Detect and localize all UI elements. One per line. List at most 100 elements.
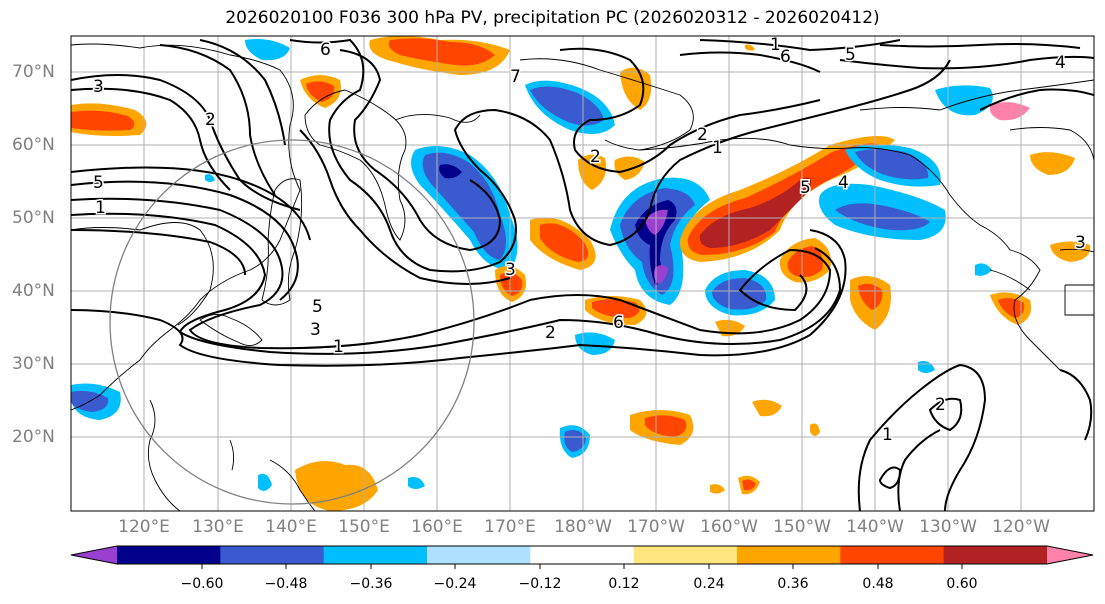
contour-label: 5 xyxy=(800,178,811,198)
lat-label: 50°N xyxy=(12,208,55,228)
graticule xyxy=(71,36,1094,511)
precip-patch xyxy=(712,278,767,310)
contour-label: 2 xyxy=(590,147,601,167)
contour-label: 5 xyxy=(312,297,323,317)
precip-patch xyxy=(592,299,640,318)
pv-contours xyxy=(71,38,1094,511)
lon-label: 130°W xyxy=(919,517,977,537)
contour-label: 4 xyxy=(838,173,849,193)
map-frame xyxy=(70,35,1095,512)
colorbar-swatch xyxy=(530,546,635,564)
colorbar-tick-label: 0.24 xyxy=(693,576,725,592)
precip-patch xyxy=(858,283,883,310)
contour-label: 4 xyxy=(1055,53,1066,73)
colorbar-ticks xyxy=(201,564,963,569)
precip-patch xyxy=(614,156,645,180)
contour-label: 3 xyxy=(505,260,516,280)
lon-label: 170°E xyxy=(484,517,536,537)
precip-patch xyxy=(745,44,755,51)
contour-label: 1 xyxy=(882,425,893,445)
lon-label: 150°E xyxy=(338,517,390,537)
colorbar-swatch xyxy=(840,546,945,564)
precip-patch xyxy=(295,461,378,511)
contour-label: 5 xyxy=(93,173,104,193)
precip-patch xyxy=(388,38,495,66)
lat-label: 30°N xyxy=(12,354,55,374)
contour-label: 2 xyxy=(697,125,708,145)
lat-label: 20°N xyxy=(12,427,55,447)
colorbar-tick-label: −0.12 xyxy=(518,576,562,592)
precip-patch xyxy=(564,430,586,452)
precip-patch xyxy=(258,473,272,491)
precip-patch xyxy=(935,85,993,116)
lon-label: 160°W xyxy=(700,517,758,537)
contour-label: 3 xyxy=(310,320,321,340)
precip-patch xyxy=(654,265,668,284)
colorbar-swatch xyxy=(323,546,428,564)
precip-patch xyxy=(439,164,462,179)
lon-label: 140°W xyxy=(846,517,904,537)
contour-label: 2 xyxy=(545,323,556,343)
coastlines xyxy=(71,43,1094,511)
colorbar-swatch xyxy=(943,546,1048,564)
contour-label: 5 xyxy=(845,45,856,65)
lon-label: 120°W xyxy=(992,517,1050,537)
contour-label: 6 xyxy=(613,313,624,333)
colorbar xyxy=(70,545,1094,569)
colorbar-swatch xyxy=(427,546,531,564)
lon-label: 140°E xyxy=(265,517,317,537)
contour-label: 6 xyxy=(780,47,791,67)
precip-patch xyxy=(855,149,929,180)
precip-patch xyxy=(1030,152,1075,175)
contour-label: 1 xyxy=(333,337,344,357)
colorbar-tick-label: 0.48 xyxy=(862,576,894,592)
lon-label: 180°W xyxy=(554,517,612,537)
colorbar-tick-label: −0.60 xyxy=(180,576,224,592)
colorbar-swatch xyxy=(71,546,117,564)
contour-label: 1 xyxy=(770,35,781,55)
map-title: 2026020100 F036 300 hPa PV, precipitatio… xyxy=(225,8,880,28)
precip-patch xyxy=(742,479,756,491)
lon-label: 150°W xyxy=(773,517,831,537)
precip-patch xyxy=(205,174,215,182)
lon-label: 170°W xyxy=(627,517,685,537)
precip-patch xyxy=(578,154,607,190)
precip-shading xyxy=(71,36,1091,511)
contour-label: 3 xyxy=(1075,233,1086,253)
colorbar-swatch xyxy=(737,546,841,564)
precip-patch xyxy=(810,423,820,436)
colorbar-tick-label: 0.12 xyxy=(608,576,640,592)
colorbar-swatch xyxy=(1047,546,1093,564)
lon-label: 120°E xyxy=(118,517,170,537)
colorbar-tick-label: 0.60 xyxy=(946,576,978,592)
precip-patch xyxy=(699,177,812,248)
precip-patch xyxy=(245,39,290,61)
precip-patch xyxy=(306,81,335,102)
precip-patch xyxy=(645,415,687,437)
precip-patch xyxy=(408,477,425,489)
precip-patch xyxy=(620,67,652,110)
precip-patch xyxy=(918,361,935,373)
lon-label: 130°E xyxy=(192,517,244,537)
contour-labels: 1 2 3 5 6 7 1 2 3 4 5 6 1 2 3 5 1 2 1 2 … xyxy=(92,35,1088,447)
reference-circle xyxy=(109,139,475,505)
colorbar-tick-label: 0.36 xyxy=(777,576,809,592)
lat-label: 70°N xyxy=(12,62,55,82)
precip-patch xyxy=(575,332,615,355)
precip-patch xyxy=(71,110,135,131)
precip-patch xyxy=(540,223,589,262)
contour-label: 2 xyxy=(205,110,216,130)
colorbar-swatches xyxy=(70,545,1094,565)
colorbar-swatch xyxy=(633,546,738,564)
precip-patch xyxy=(835,203,930,231)
lat-label: 40°N xyxy=(12,281,55,301)
lon-label: 160°E xyxy=(411,517,463,537)
colorbar-tick-label: −0.24 xyxy=(433,576,477,592)
precip-patch xyxy=(975,263,992,276)
colorbar-tick-label: −0.48 xyxy=(264,576,308,592)
colorbar-swatch xyxy=(220,546,325,564)
precip-patch xyxy=(752,399,782,417)
contour-label: 6 xyxy=(320,40,331,60)
precip-patch xyxy=(998,298,1025,318)
